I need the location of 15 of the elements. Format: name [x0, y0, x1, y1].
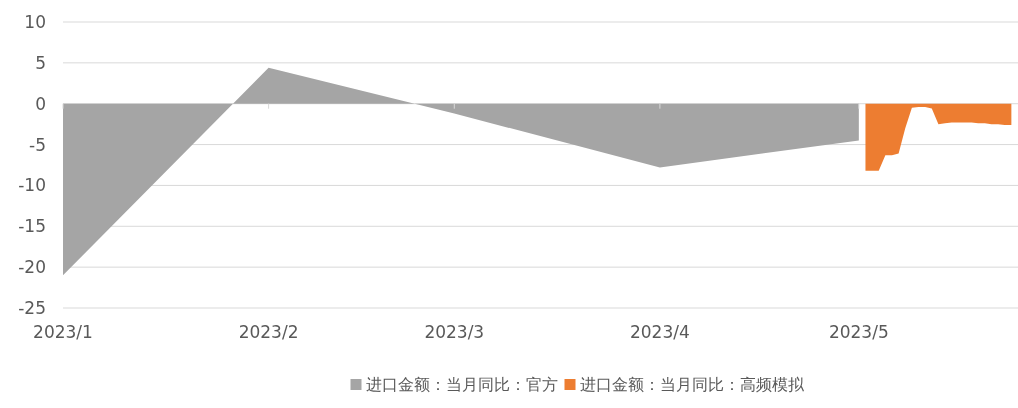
- y-tick-label: -15: [18, 216, 46, 237]
- x-tick-label: 2023/2: [238, 322, 299, 342]
- x-tick-label: 2023/5: [828, 322, 889, 342]
- y-tick-label: 0: [35, 93, 46, 114]
- legend-label: 进口金额：当月同比：高频模拟: [579, 375, 805, 394]
- x-tick-label: 2023/4: [629, 322, 690, 342]
- y-tick-label: 10: [24, 11, 46, 32]
- y-tick-label: -5: [29, 134, 46, 155]
- x-tick-label: 2023/1: [33, 322, 93, 342]
- legend-label: 进口金额：当月同比：官方: [365, 375, 558, 394]
- x-tick-label: 2023/3: [424, 322, 485, 342]
- y-tick-label: -20: [18, 257, 46, 278]
- y-tick-label: -10: [18, 175, 46, 196]
- y-tick-label: 5: [35, 52, 46, 73]
- y-tick-label: -25: [18, 297, 46, 318]
